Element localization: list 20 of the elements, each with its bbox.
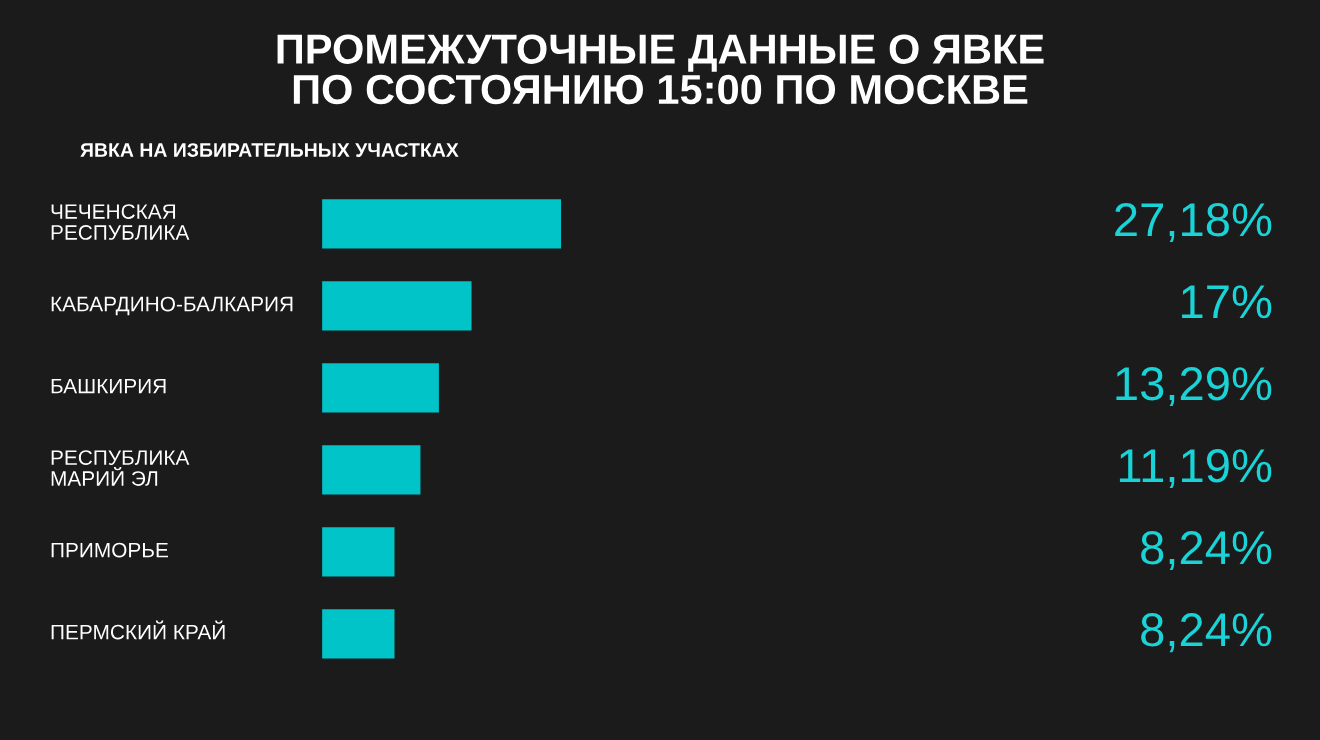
chart-subtitle: ЯВКА НА ИЗБИРАТЕЛЬНЫХ УЧАСТКАХ: [80, 143, 459, 157]
data-label: 8,24%: [1141, 613, 1272, 653]
y-tick-label: РЕСПУБЛИКА МАРИЙ ЭЛ: [51, 450, 190, 486]
y-tick-label: ЧЕЧЕНСКАЯ РЕСПУБЛИКА: [51, 204, 190, 240]
bar: [322, 445, 421, 495]
data-label: 11,19%: [1119, 449, 1272, 489]
y-tick-label: ПРИМОРЬЕ: [51, 542, 168, 558]
y-tick-label: БАШКИРИЯ: [51, 378, 166, 394]
data-label: 13,29%: [1116, 367, 1272, 407]
bar: [322, 527, 395, 577]
y-tick-label: ПЕРМСКИЙ КРАЙ: [51, 620, 225, 640]
data-label: 17%: [1182, 285, 1272, 319]
data-label: 27,18%: [1115, 203, 1272, 243]
bar: [322, 281, 472, 331]
bar: [322, 363, 439, 413]
data-label: 8,24%: [1141, 531, 1272, 571]
text: ПРОМЕЖУТОЧНЫЕ ДАННЫЕ О ЯВКЕ ПО СОСТОЯНИЮ 15:00 ПО МОСКВЕ: [277, 34, 1044, 105]
bar: [322, 609, 395, 659]
bar: [322, 199, 561, 249]
y-tick-label: КАБАРДИНО-БАЛКАРИЯ: [51, 296, 293, 316]
